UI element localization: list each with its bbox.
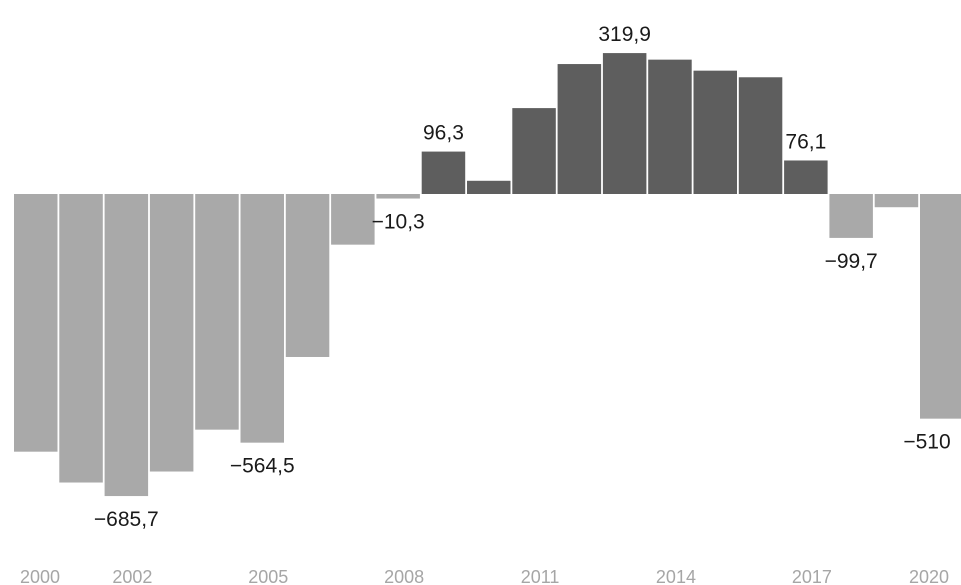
x-axis-tick-labels: 2000 2002 2005 2008 2011 2014 2017 2020: [20, 567, 949, 585]
bar-2009: [421, 151, 466, 194]
x-tick-label-2002: 2002: [112, 567, 152, 585]
bar-2019: [874, 194, 919, 208]
data-label-2009: 96,3: [423, 122, 464, 145]
bar-2003: [149, 194, 194, 472]
bar-2004: [195, 194, 239, 430]
bar-2017: [784, 160, 828, 194]
bar-2006: [285, 194, 330, 357]
bar-2015: [693, 70, 737, 194]
bar-2005: [240, 194, 284, 443]
bar-2008: [376, 194, 420, 199]
bar-2010: [467, 180, 511, 194]
bar-2007: [331, 194, 375, 245]
x-tick-label-2017: 2017: [792, 567, 832, 585]
x-tick-label-2008: 2008: [384, 567, 424, 585]
data-label-2005: −564,5: [230, 455, 295, 478]
bar-2001: [59, 194, 103, 483]
bar-2000: [14, 194, 58, 452]
bar-2014: [648, 59, 692, 195]
bar-2013: [602, 53, 647, 195]
data-label-2018: −99,7: [825, 250, 878, 273]
x-tick-label-2005: 2005: [248, 567, 288, 585]
data-labels-group: −685,7 −564,5 −10,3 96,3 319,9 76,1 −99,7 −510: [94, 23, 951, 531]
x-tick-label-2014: 2014: [656, 567, 696, 585]
x-tick-label-2020: 2020: [909, 567, 949, 585]
bar-2016: [738, 77, 783, 194]
bar-2018: [829, 194, 873, 238]
bar-2011: [512, 108, 556, 194]
x-tick-label-2011: 2011: [521, 567, 560, 585]
bar-2002: [104, 194, 149, 497]
bars-group: [14, 53, 961, 497]
data-label-2002: −685,7: [94, 508, 159, 531]
data-label-2008: −10,3: [372, 211, 425, 234]
bar-2012: [557, 64, 602, 195]
data-label-2013: 319,9: [598, 23, 651, 46]
data-label-2017: 76,1: [785, 130, 826, 153]
bar-2020: [920, 194, 961, 419]
data-label-2020: −510: [903, 431, 950, 454]
x-tick-label-2000: 2000: [20, 567, 60, 585]
